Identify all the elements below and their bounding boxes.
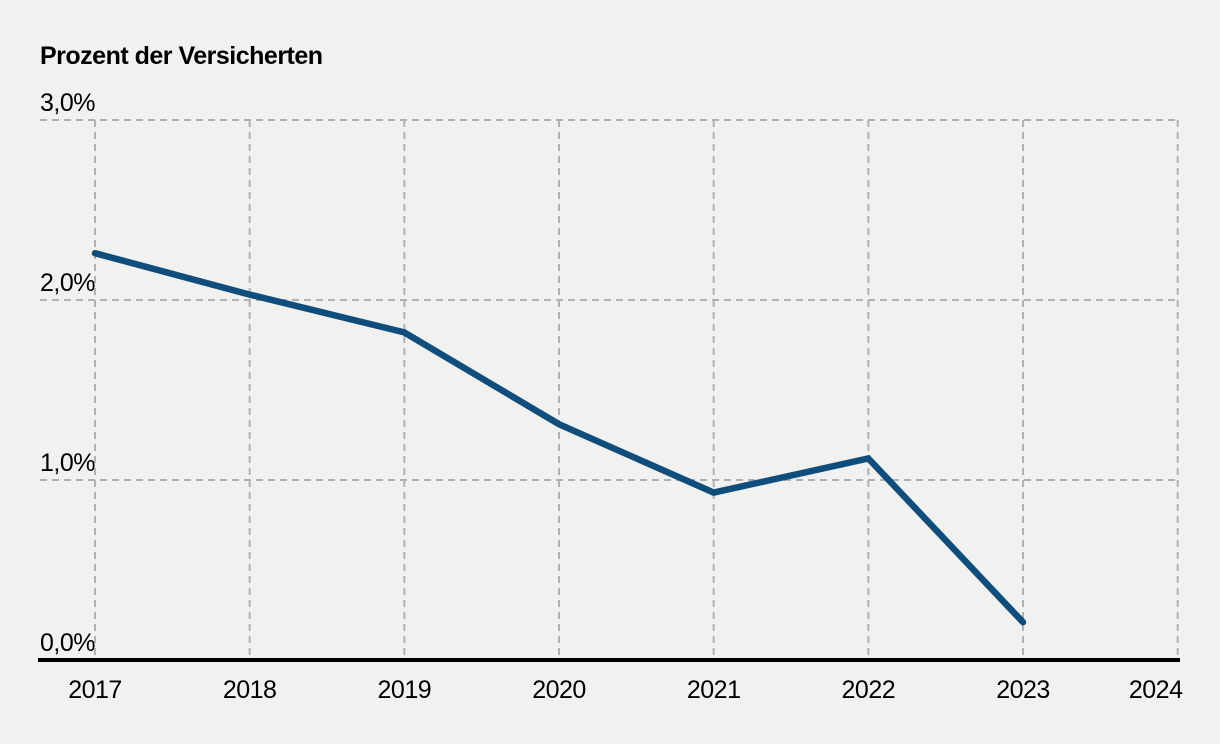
chart-title: Prozent der Versicherten — [40, 42, 323, 70]
y-tick-label: 1,0% — [40, 449, 95, 477]
x-tick-label: 2023 — [996, 676, 1050, 704]
y-tick-label: 0,0% — [40, 629, 95, 657]
x-tick-label: 2019 — [378, 676, 432, 704]
y-tick-label: 3,0% — [40, 89, 95, 117]
x-tick-label: 2022 — [842, 676, 896, 704]
x-tick-label: 2021 — [687, 676, 741, 704]
x-tick-label: 2020 — [532, 676, 586, 704]
data-line — [91, 249, 1027, 626]
x-tick-label: 2024 — [1129, 676, 1183, 704]
y-tick-label: 2,0% — [40, 269, 95, 297]
x-tick-label: 2017 — [68, 676, 122, 704]
x-tick-label: 2018 — [223, 676, 277, 704]
